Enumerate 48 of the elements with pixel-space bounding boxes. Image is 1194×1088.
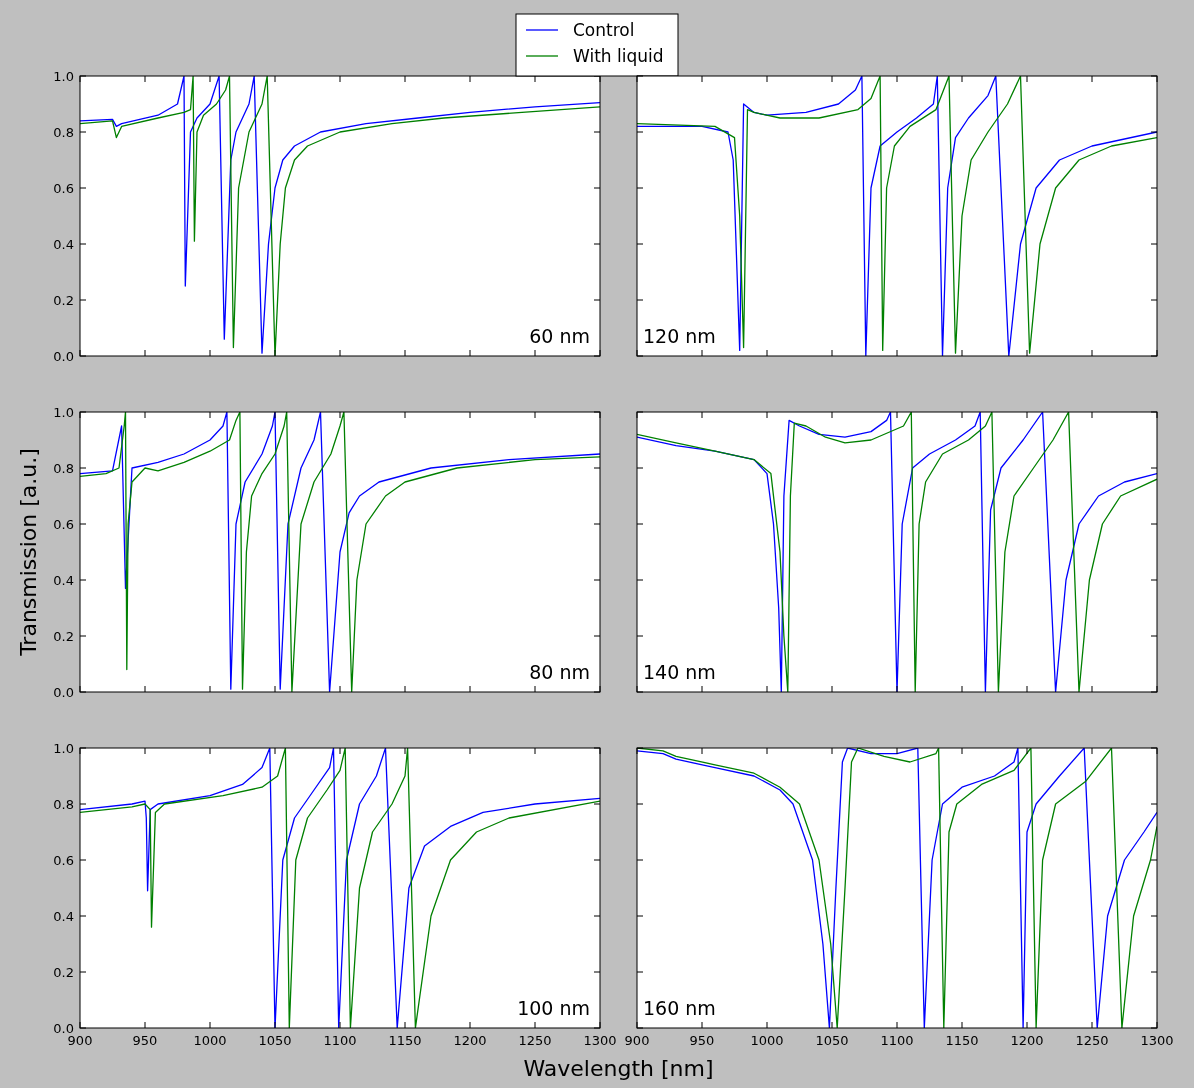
annotation: 160 nm (643, 997, 716, 1019)
x-tick-label: 1150 (388, 1033, 422, 1048)
x-tick-label: 900 (624, 1033, 650, 1048)
x-tick-label: 1100 (323, 1033, 357, 1048)
annotation: 60 nm (529, 325, 590, 347)
line-series (80, 748, 600, 1028)
x-axis-title: Wavelength [nm] (523, 1056, 714, 1081)
y-tick-label: 0.0 (53, 1020, 74, 1036)
x-tick-label: 1000 (193, 1033, 227, 1048)
x-tick-label: 1050 (815, 1033, 849, 1048)
y-tick-label: 0.6 (53, 852, 74, 868)
y-tick-label: 0.2 (53, 964, 74, 980)
x-tick-label: 1050 (258, 1033, 292, 1048)
x-tick-label: 1200 (453, 1033, 487, 1048)
y-tick-label: 0.4 (53, 236, 74, 252)
y-tick-label: 0.2 (53, 628, 74, 644)
x-tick-label: 1300 (1140, 1033, 1174, 1048)
y-tick-label: 0.8 (53, 460, 74, 476)
y-tick-label: 0.6 (53, 180, 74, 196)
y-tick-label: 0.6 (53, 516, 74, 532)
x-tick-label: 900 (67, 1033, 93, 1048)
annotation: 80 nm (529, 661, 590, 683)
y-tick-label: 0.8 (53, 796, 74, 812)
x-tick-label: 1150 (945, 1033, 979, 1048)
x-tick-label: 950 (132, 1033, 158, 1048)
legend-label: With liquid (573, 45, 664, 66)
x-tick-label: 1250 (518, 1033, 552, 1048)
annotation: 100 nm (517, 997, 590, 1019)
legend-label: Control (573, 19, 635, 40)
x-tick-label: 1000 (750, 1033, 784, 1048)
x-tick-label: 1250 (1075, 1033, 1109, 1048)
y-tick-label: 0.8 (53, 124, 74, 140)
x-tick-label: 1200 (1010, 1033, 1044, 1048)
y-tick-label: 0.0 (53, 684, 74, 700)
y-tick-label: 1.0 (53, 740, 74, 756)
x-tick-label: 1100 (880, 1033, 914, 1048)
y-tick-label: 1.0 (53, 404, 74, 420)
annotation: 140 nm (643, 661, 716, 683)
x-tick-label: 1300 (583, 1033, 617, 1048)
y-tick-label: 0.2 (53, 292, 74, 308)
y-tick-label: 1.0 (53, 68, 74, 84)
y-tick-label: 0.4 (53, 572, 74, 588)
line-series (80, 412, 600, 692)
y-tick-label: 0.4 (53, 908, 74, 924)
x-tick-label: 950 (689, 1033, 715, 1048)
y-axis-title: Transmission [a.u.] (16, 448, 41, 657)
annotation: 120 nm (643, 325, 716, 347)
y-tick-label: 0.0 (53, 348, 74, 364)
